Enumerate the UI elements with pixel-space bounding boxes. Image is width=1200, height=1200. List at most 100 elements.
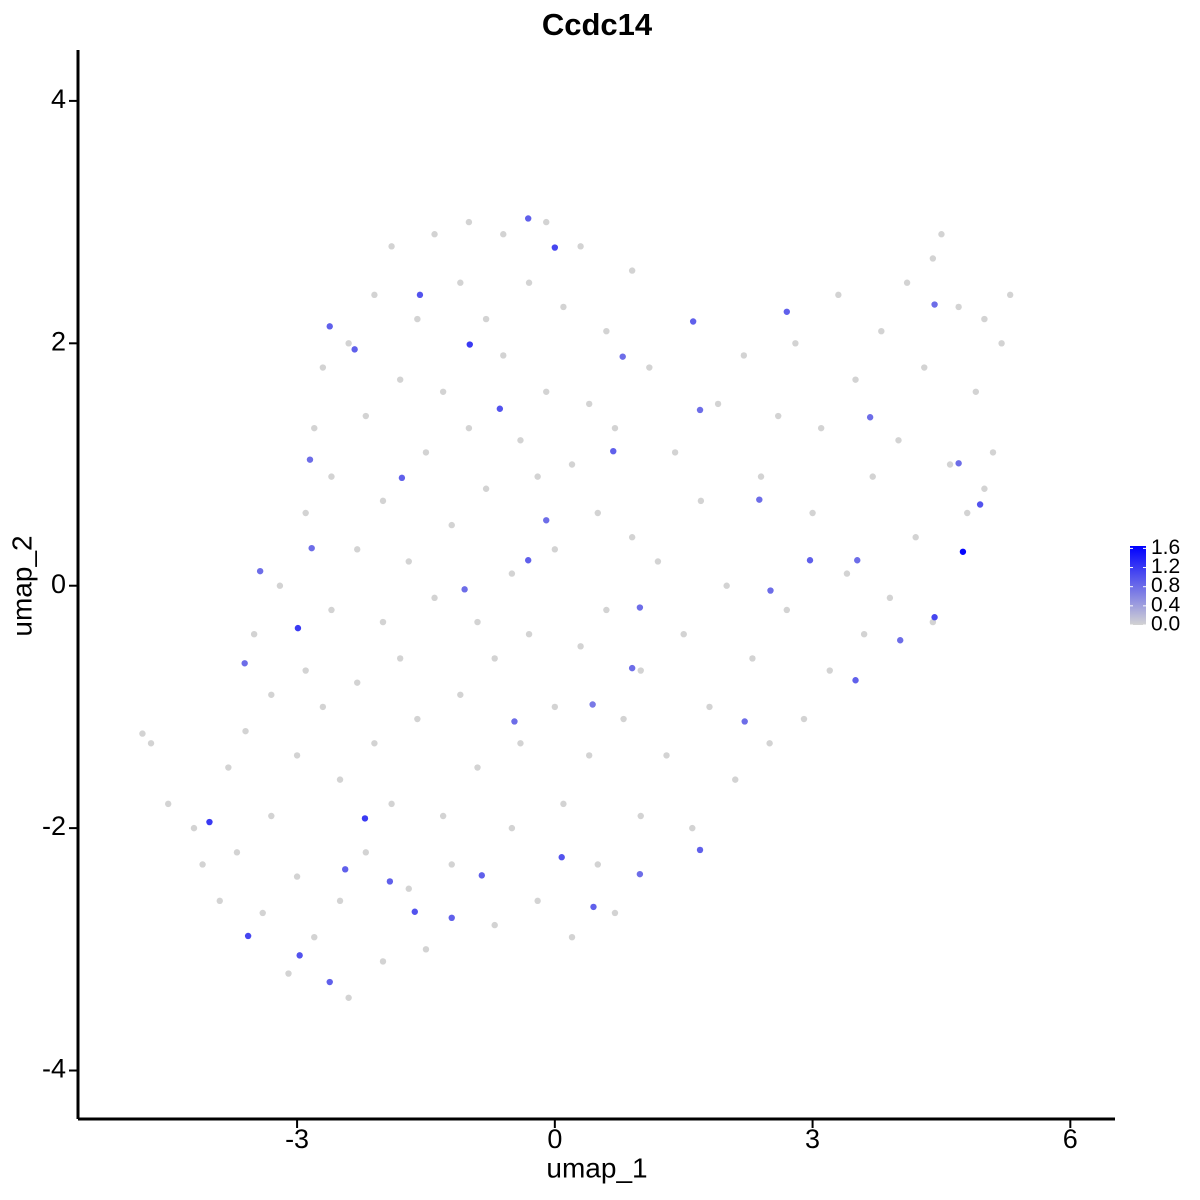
point	[860, 630, 868, 638]
point	[696, 406, 704, 414]
point	[306, 456, 314, 463]
point	[388, 800, 395, 808]
point	[568, 933, 576, 941]
point	[371, 291, 378, 299]
point	[461, 586, 468, 593]
point	[345, 994, 352, 1001]
point	[972, 388, 980, 395]
colorbar-tick-label: 1.2	[1151, 555, 1180, 578]
point	[976, 501, 984, 508]
point	[351, 346, 358, 353]
point	[792, 340, 799, 347]
point	[637, 812, 644, 820]
point	[783, 606, 791, 614]
point	[756, 496, 763, 503]
point	[628, 664, 636, 672]
point	[206, 818, 213, 826]
point	[577, 243, 584, 250]
point	[543, 517, 550, 524]
point	[457, 279, 464, 286]
point	[646, 364, 653, 371]
point	[955, 303, 962, 311]
point	[689, 318, 697, 325]
point	[637, 667, 644, 674]
point	[328, 606, 335, 614]
point	[457, 691, 464, 698]
point	[500, 231, 507, 238]
point	[524, 557, 532, 564]
point	[139, 730, 146, 737]
point	[740, 352, 748, 359]
x-tick-label: 3	[805, 1124, 820, 1154]
point	[285, 970, 292, 977]
point	[931, 301, 938, 308]
colorbar-tick-label: 0.8	[1151, 574, 1180, 597]
point	[852, 376, 859, 383]
point	[225, 764, 232, 771]
point	[723, 582, 730, 589]
point	[826, 667, 833, 674]
point	[431, 231, 438, 238]
point	[628, 267, 636, 274]
point	[242, 727, 249, 735]
point	[448, 521, 455, 529]
point	[319, 364, 327, 371]
point	[603, 606, 610, 614]
point	[732, 776, 739, 783]
point	[800, 715, 808, 723]
point	[302, 667, 309, 674]
point	[466, 341, 473, 348]
point	[929, 618, 937, 626]
point	[500, 352, 507, 359]
point	[398, 474, 406, 482]
x-tick-label: 6	[1063, 1124, 1078, 1154]
point	[354, 679, 361, 686]
point	[508, 824, 516, 832]
point	[964, 509, 971, 517]
x-axis-label: umap_1	[546, 1152, 647, 1183]
point	[361, 815, 369, 822]
point	[680, 630, 687, 638]
point	[524, 215, 532, 222]
point	[379, 497, 387, 505]
point	[585, 400, 593, 408]
point	[706, 703, 713, 711]
point	[345, 340, 352, 347]
point	[482, 315, 490, 323]
point	[696, 846, 704, 854]
point	[465, 424, 473, 432]
point	[611, 909, 619, 917]
chart-title: Ccdc14	[542, 7, 653, 42]
point	[341, 866, 349, 873]
point	[293, 873, 301, 880]
point	[416, 291, 424, 299]
point	[311, 424, 318, 432]
point	[560, 303, 567, 311]
point	[636, 870, 644, 878]
point	[386, 878, 394, 885]
point	[931, 614, 938, 621]
point	[534, 473, 541, 480]
point	[619, 353, 626, 360]
point	[594, 509, 601, 517]
point	[362, 412, 370, 420]
point	[311, 933, 318, 941]
point	[998, 340, 1005, 347]
point	[411, 908, 418, 915]
point	[439, 388, 447, 395]
point	[448, 861, 455, 868]
y-axis-label: umap_2	[6, 535, 37, 636]
point	[414, 715, 421, 723]
point	[869, 473, 876, 480]
point	[326, 323, 333, 330]
point	[431, 594, 438, 602]
point	[671, 449, 679, 456]
point	[560, 800, 567, 808]
point	[697, 497, 705, 505]
point	[362, 849, 370, 856]
point	[854, 557, 861, 564]
point	[689, 824, 696, 832]
point	[866, 414, 874, 421]
point	[268, 691, 275, 698]
point	[620, 715, 627, 723]
